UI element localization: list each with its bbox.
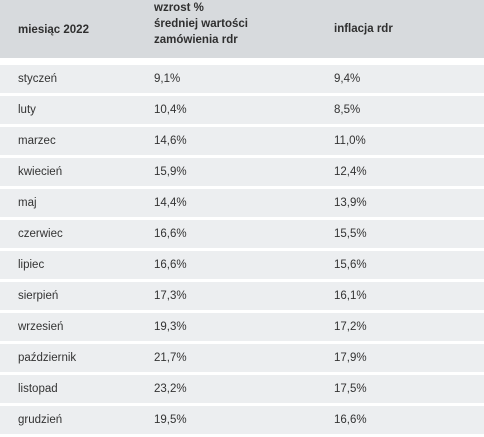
cell-month: marzec — [0, 127, 140, 158]
table-row: październik 21,7% 17,9% — [0, 344, 484, 375]
cell-growth: 9,1% — [140, 65, 318, 96]
cell-inflation: 15,5% — [318, 220, 484, 251]
cell-growth: 10,4% — [140, 96, 318, 127]
table-row: grudzień 19,5% 16,6% — [0, 406, 484, 437]
table-header: miesiąc 2022 wzrost % średniej wartości … — [0, 0, 484, 58]
table-row: maj 14,4% 13,9% — [0, 189, 484, 220]
cell-month: styczeń — [0, 65, 140, 96]
cell-month: maj — [0, 189, 140, 220]
table-row: luty 10,4% 8,5% — [0, 96, 484, 127]
cell-inflation: 11,0% — [318, 127, 484, 158]
header-inflation: inflacja rdr — [318, 0, 484, 58]
table-row: marzec 14,6% 11,0% — [0, 127, 484, 158]
cell-month: grudzień — [0, 406, 140, 437]
header-growth-line-2: średniej wartości — [154, 18, 248, 30]
table-row: listopad 23,2% 17,5% — [0, 375, 484, 406]
cell-month: sierpień — [0, 282, 140, 313]
cell-growth: 16,6% — [140, 251, 318, 282]
cell-growth: 15,9% — [140, 158, 318, 189]
cell-growth: 19,5% — [140, 406, 318, 437]
cell-inflation: 9,4% — [318, 65, 484, 96]
table-row: czerwiec 16,6% 15,5% — [0, 220, 484, 251]
table-row: lipiec 16,6% 15,6% — [0, 251, 484, 282]
header-growth-line-3: zamówienia rdr — [154, 34, 238, 46]
cell-inflation: 12,4% — [318, 158, 484, 189]
cell-inflation: 16,1% — [318, 282, 484, 313]
cell-month: czerwiec — [0, 220, 140, 251]
table-row: kwiecień 15,9% 12,4% — [0, 158, 484, 189]
cell-inflation: 17,9% — [318, 344, 484, 375]
cell-month: wrzesień — [0, 313, 140, 344]
table-body: styczeń 9,1% 9,4% luty 10,4% 8,5% marzec… — [0, 58, 484, 437]
cell-month: kwiecień — [0, 158, 140, 189]
cell-month: luty — [0, 96, 140, 127]
cell-month: październik — [0, 344, 140, 375]
cell-inflation: 16,6% — [318, 406, 484, 437]
cell-growth: 21,7% — [140, 344, 318, 375]
cell-month: lipiec — [0, 251, 140, 282]
table-row: sierpień 17,3% 16,1% — [0, 282, 484, 313]
header-growth: wzrost % średniej wartości zamówienia rd… — [140, 0, 318, 58]
header-row: miesiąc 2022 wzrost % średniej wartości … — [0, 0, 484, 58]
cell-inflation: 8,5% — [318, 96, 484, 127]
header-month: miesiąc 2022 — [0, 0, 140, 58]
table-row: wrzesień 19,3% 17,2% — [0, 313, 484, 344]
cell-inflation: 15,6% — [318, 251, 484, 282]
cell-growth: 17,3% — [140, 282, 318, 313]
cell-growth: 14,6% — [140, 127, 318, 158]
cell-month: listopad — [0, 375, 140, 406]
header-growth-line-1: wzrost % — [154, 2, 204, 14]
cell-growth: 19,3% — [140, 313, 318, 344]
cell-growth: 23,2% — [140, 375, 318, 406]
cell-growth: 16,6% — [140, 220, 318, 251]
header-separator — [0, 58, 484, 65]
cell-inflation: 17,2% — [318, 313, 484, 344]
table-row: styczeń 9,1% 9,4% — [0, 65, 484, 96]
cell-growth: 14,4% — [140, 189, 318, 220]
cell-inflation: 13,9% — [318, 189, 484, 220]
cell-inflation: 17,5% — [318, 375, 484, 406]
